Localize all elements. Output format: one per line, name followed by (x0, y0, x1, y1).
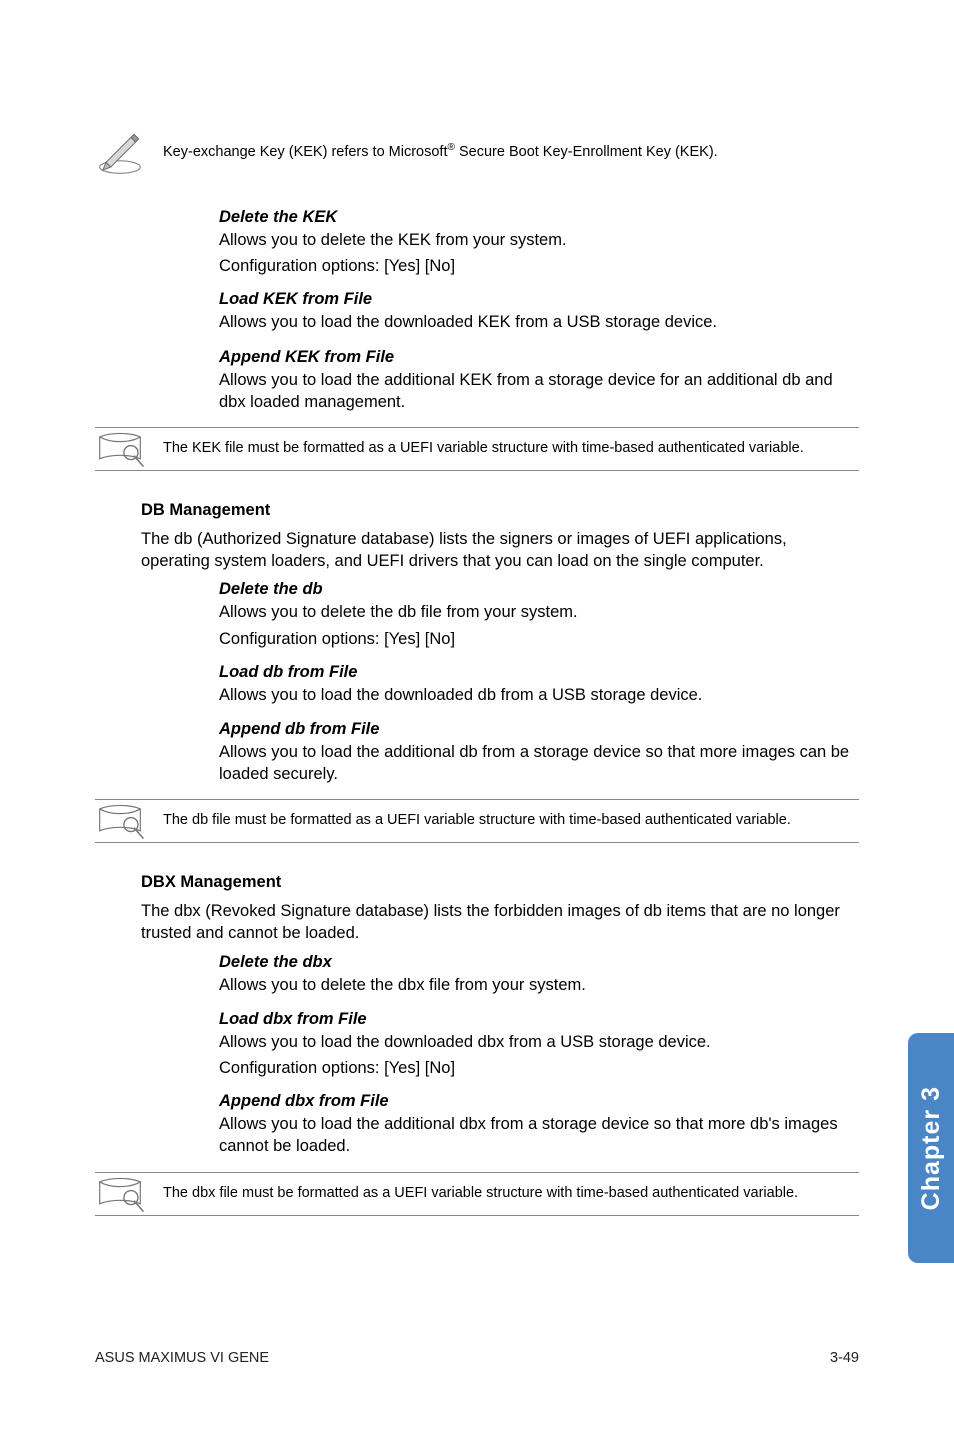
load-dbx-config: Configuration options: [Yes] [No] (219, 1059, 859, 1078)
append-dbx-body: Allows you to load the additional dbx fr… (219, 1113, 859, 1158)
note-db-text: The db file must be formatted as a UEFI … (163, 810, 859, 832)
delete-db: Delete the db Allows you to delete the d… (219, 580, 859, 648)
append-db-head: Append db from File (219, 720, 859, 739)
dbx-desc: The dbx (Revoked Signature database) lis… (141, 900, 859, 945)
delete-kek-config: Configuration options: [Yes] [No] (219, 257, 859, 276)
delete-db-body: Allows you to delete the db file from yo… (219, 601, 859, 623)
append-dbx: Append dbx from File Allows you to load … (219, 1092, 859, 1158)
append-dbx-head: Append dbx from File (219, 1092, 859, 1111)
load-dbx: Load dbx from File Allows you to load th… (219, 1010, 859, 1078)
chapter-tab-label: Chapter 3 (917, 1086, 946, 1210)
note-db: The db file must be formatted as a UEFI … (95, 799, 859, 843)
load-kek: Load KEK from File Allows you to load th… (219, 290, 859, 333)
chapter-tab: Chapter 3 (908, 1033, 954, 1263)
footer-product: ASUS MAXIMUS VI GENE (95, 1350, 269, 1366)
load-kek-body: Allows you to load the downloaded KEK fr… (219, 311, 859, 333)
note-icon (95, 804, 145, 842)
delete-kek: Delete the KEK Allows you to delete the … (219, 208, 859, 276)
note-kek-text: The KEK file must be formatted as a UEFI… (163, 438, 859, 460)
note-icon (95, 432, 145, 470)
delete-kek-body: Allows you to delete the KEK from your s… (219, 229, 859, 251)
dbx-head: DBX Management (141, 873, 859, 892)
footer-pagenum: 3-49 (830, 1350, 859, 1366)
delete-db-head: Delete the db (219, 580, 859, 599)
load-db-head: Load db from File (219, 663, 859, 682)
load-kek-head: Load KEK from File (219, 290, 859, 309)
delete-dbx: Delete the dbx Allows you to delete the … (219, 953, 859, 996)
pencil-icon (95, 128, 145, 178)
note-dbx-text: The dbx file must be formatted as a UEFI… (163, 1183, 859, 1205)
db-desc: The db (Authorized Signature database) l… (141, 528, 859, 573)
page-footer: ASUS MAXIMUS VI GENE 3-49 (95, 1350, 859, 1366)
append-kek: Append KEK from File Allows you to load … (219, 348, 859, 414)
append-db-body: Allows you to load the additional db fro… (219, 741, 859, 786)
callout-text: Key-exchange Key (KEK) refers to Microso… (163, 140, 859, 164)
note-icon (95, 1177, 145, 1215)
delete-dbx-head: Delete the dbx (219, 953, 859, 972)
note-kek: The KEK file must be formatted as a UEFI… (95, 427, 859, 471)
load-db-body: Allows you to load the downloaded db fro… (219, 684, 859, 706)
callout-keyexchange: Key-exchange Key (KEK) refers to Microso… (95, 140, 859, 190)
page-body: Key-exchange Key (KEK) refers to Microso… (0, 0, 954, 1216)
load-db: Load db from File Allows you to load the… (219, 663, 859, 706)
db-head: DB Management (141, 501, 859, 520)
append-kek-body: Allows you to load the additional KEK fr… (219, 369, 859, 414)
load-dbx-body: Allows you to load the downloaded dbx fr… (219, 1031, 859, 1053)
note-dbx: The dbx file must be formatted as a UEFI… (95, 1172, 859, 1216)
append-kek-head: Append KEK from File (219, 348, 859, 367)
append-db: Append db from File Allows you to load t… (219, 720, 859, 786)
delete-dbx-body: Allows you to delete the dbx file from y… (219, 974, 859, 996)
load-dbx-head: Load dbx from File (219, 1010, 859, 1029)
delete-db-config: Configuration options: [Yes] [No] (219, 630, 859, 649)
delete-kek-head: Delete the KEK (219, 208, 859, 227)
